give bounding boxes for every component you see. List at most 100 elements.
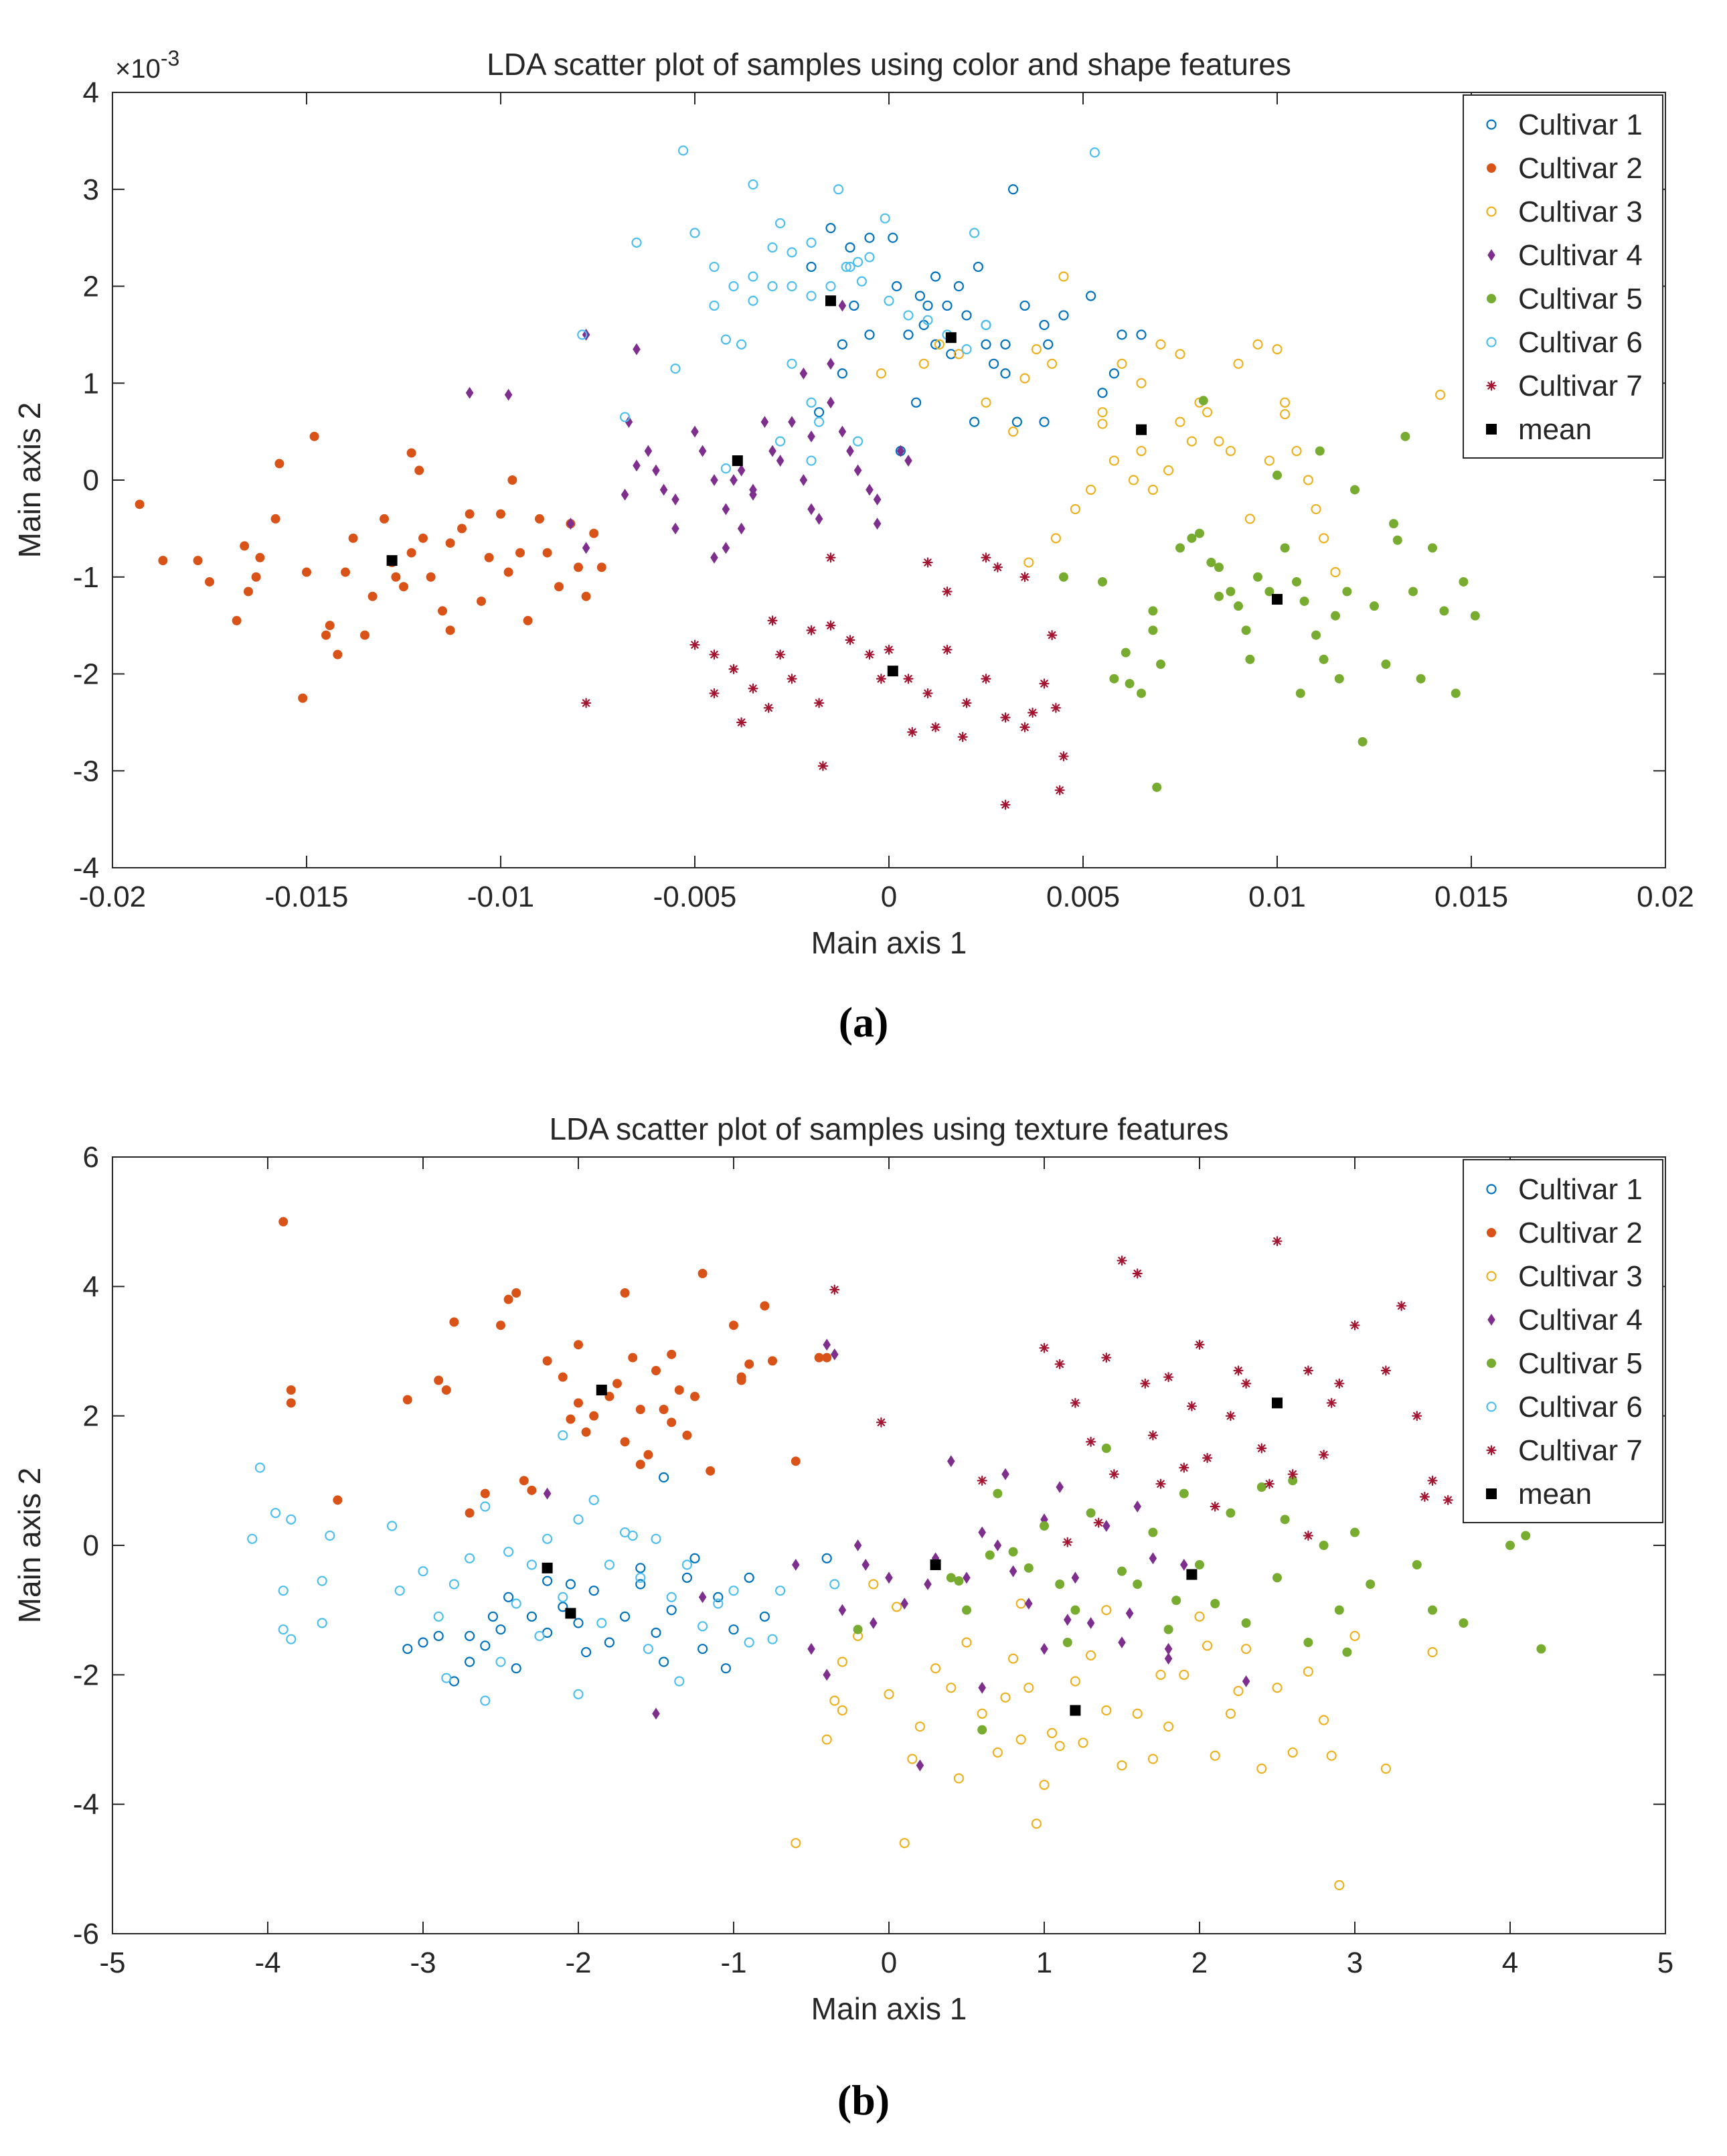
b-point <box>402 1644 413 1654</box>
b-point <box>1318 1715 1329 1725</box>
b-point <box>1210 1750 1220 1761</box>
a-point <box>1019 722 1030 733</box>
a-point <box>876 368 887 379</box>
a-point <box>845 242 855 253</box>
a-point <box>728 281 739 292</box>
a-point <box>135 499 145 510</box>
a-y-tick-label: -4 <box>73 852 99 884</box>
a-point <box>825 223 836 234</box>
b-point <box>837 1705 848 1716</box>
b-x-axis-label: Main axis 1 <box>811 1991 967 2026</box>
b-point <box>1171 1596 1181 1606</box>
a-series-cultivar-7 <box>580 552 1069 810</box>
b-point <box>870 1617 878 1629</box>
a-legend-label: mean <box>1518 413 1592 446</box>
b-point <box>736 1372 746 1382</box>
b-point <box>666 1605 677 1616</box>
b-point <box>1086 1508 1096 1518</box>
b-point <box>627 1530 638 1541</box>
b-point <box>876 1417 887 1428</box>
b-point <box>1064 1614 1072 1626</box>
b-point <box>658 1657 669 1667</box>
b-point <box>558 1592 568 1602</box>
a-point <box>1408 587 1418 597</box>
a-point <box>728 664 739 674</box>
b-point <box>588 1494 599 1505</box>
b-legend-marker <box>1487 1359 1496 1368</box>
a-point <box>961 310 972 321</box>
b-point <box>558 1372 568 1382</box>
b-point <box>744 1359 754 1369</box>
a-point <box>849 300 859 311</box>
a-point <box>1244 514 1256 524</box>
a-point <box>574 562 583 572</box>
b-y-axis-label: Main axis 2 <box>12 1468 47 1624</box>
b-point <box>961 1637 972 1648</box>
b-point <box>643 1450 653 1460</box>
a-point <box>1202 407 1213 418</box>
a-point <box>903 674 914 684</box>
a-point <box>813 698 825 708</box>
b-point <box>930 1559 941 1570</box>
a-point <box>1023 557 1034 568</box>
a-point <box>876 674 887 684</box>
b-point <box>1459 1618 1469 1628</box>
a-point <box>737 464 746 477</box>
a-point <box>581 591 591 601</box>
b-point <box>1202 1640 1213 1651</box>
b-point <box>1070 1705 1081 1716</box>
b-point <box>434 1375 444 1385</box>
a-point <box>825 552 836 563</box>
a-point <box>1148 625 1158 635</box>
a-point <box>1318 533 1329 544</box>
b-point <box>744 1637 754 1648</box>
b-point <box>588 1586 599 1596</box>
b-point <box>1349 1630 1360 1641</box>
a-x-tick-label: -0.01 <box>467 880 534 913</box>
a-point <box>774 649 786 660</box>
a-point <box>1136 445 1147 457</box>
a-point <box>709 649 720 660</box>
a-point <box>1039 678 1050 689</box>
a-point <box>748 179 758 190</box>
a-point <box>1058 751 1069 762</box>
a-point <box>391 572 401 582</box>
b-point <box>542 1356 552 1366</box>
a-point <box>274 459 284 469</box>
b-point <box>604 1559 615 1570</box>
b-point <box>884 1689 894 1699</box>
a-point <box>1175 349 1185 360</box>
b-point <box>526 1611 538 1622</box>
b-point <box>1521 1531 1531 1541</box>
b-point <box>807 1642 815 1655</box>
b-point <box>1149 1552 1157 1565</box>
a-point <box>961 698 972 708</box>
a-point <box>806 625 817 635</box>
b-point <box>728 1586 739 1596</box>
b-point <box>1256 1763 1267 1774</box>
a-point <box>720 334 732 345</box>
a-point <box>659 483 668 496</box>
b-point <box>628 1353 638 1363</box>
a-point <box>903 310 914 321</box>
a-point <box>1186 436 1198 447</box>
b-point <box>914 1721 926 1732</box>
b-point <box>565 1608 576 1619</box>
b-point <box>1272 1397 1283 1409</box>
a-point <box>896 445 905 457</box>
a-point <box>1175 416 1185 427</box>
b-point <box>768 1356 777 1366</box>
a-point <box>841 261 851 273</box>
a-point <box>945 332 957 343</box>
b-point <box>596 1385 607 1395</box>
a-point <box>880 213 890 224</box>
b-point <box>402 1395 412 1405</box>
b-point <box>573 1618 584 1628</box>
a-point <box>910 397 922 408</box>
b-point <box>993 1539 1002 1551</box>
b-x-tick-label: -5 <box>99 1946 125 1979</box>
a-point <box>799 474 808 486</box>
a-point <box>767 242 778 253</box>
a-point <box>158 556 168 566</box>
a-point <box>1187 533 1197 543</box>
